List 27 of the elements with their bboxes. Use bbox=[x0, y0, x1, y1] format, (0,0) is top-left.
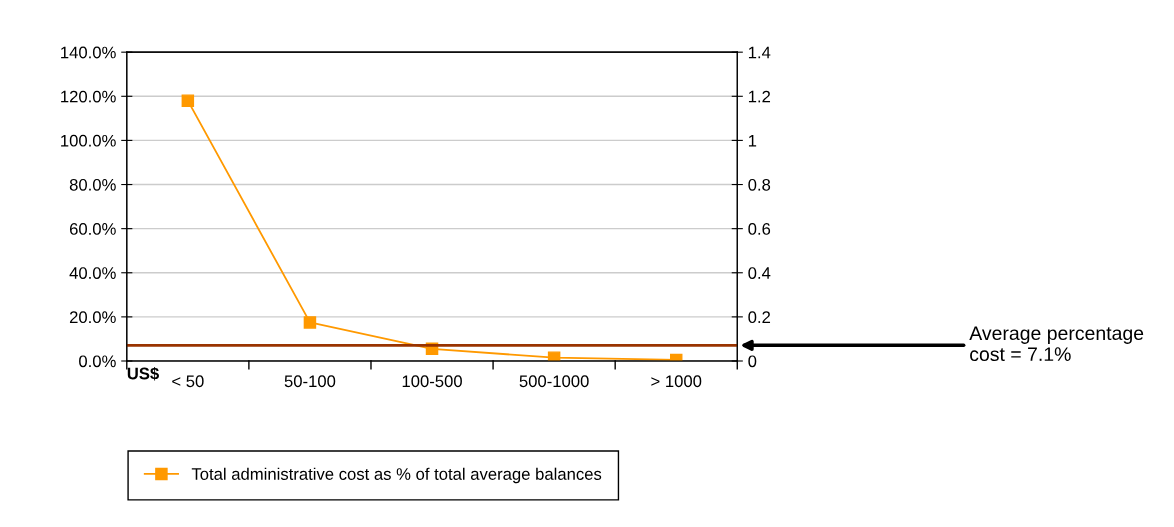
y2-tick-label: 1 bbox=[748, 134, 757, 147]
point bbox=[303, 316, 317, 329]
y-tick-label: 140.0% bbox=[61, 46, 116, 59]
y-tick-label: 20.0% bbox=[69, 311, 116, 324]
x-axis-title: US$ bbox=[127, 366, 159, 381]
y-tick-label: 60.0% bbox=[69, 223, 116, 235]
y2-tick-label: 1.4 bbox=[748, 46, 771, 59]
x-tick-label: 50-100 bbox=[284, 375, 336, 388]
y-tick-label: 0.0% bbox=[79, 355, 116, 368]
y-tick-label: 80.0% bbox=[69, 178, 116, 191]
y-tick-label: 40.0% bbox=[69, 267, 116, 279]
ref-line-label: Average percentage cost = 7.1% bbox=[969, 326, 1144, 362]
y2-tick-label: 0.4 bbox=[748, 267, 771, 279]
point bbox=[547, 351, 561, 361]
y2-tick-label: 1.2 bbox=[748, 90, 771, 103]
x-tick-label: < 50 bbox=[172, 375, 204, 388]
y2-tick-label: 0 bbox=[748, 355, 757, 368]
legend-label: Total administrative cost as % of total average balances bbox=[191, 467, 602, 484]
y-tick-label: 100.0% bbox=[61, 134, 116, 147]
y2-tick-label: 0.2 bbox=[748, 311, 771, 324]
x-tick-label: 100-500 bbox=[402, 375, 462, 388]
y-tick-label: 120.0% bbox=[61, 90, 116, 103]
x-tick-label: > 1000 bbox=[651, 375, 702, 388]
point bbox=[181, 94, 195, 107]
x-tick-label: 500-1000 bbox=[519, 375, 589, 388]
y2-tick-label: 0.8 bbox=[748, 178, 771, 191]
y2-tick-label: 0.6 bbox=[748, 223, 771, 235]
